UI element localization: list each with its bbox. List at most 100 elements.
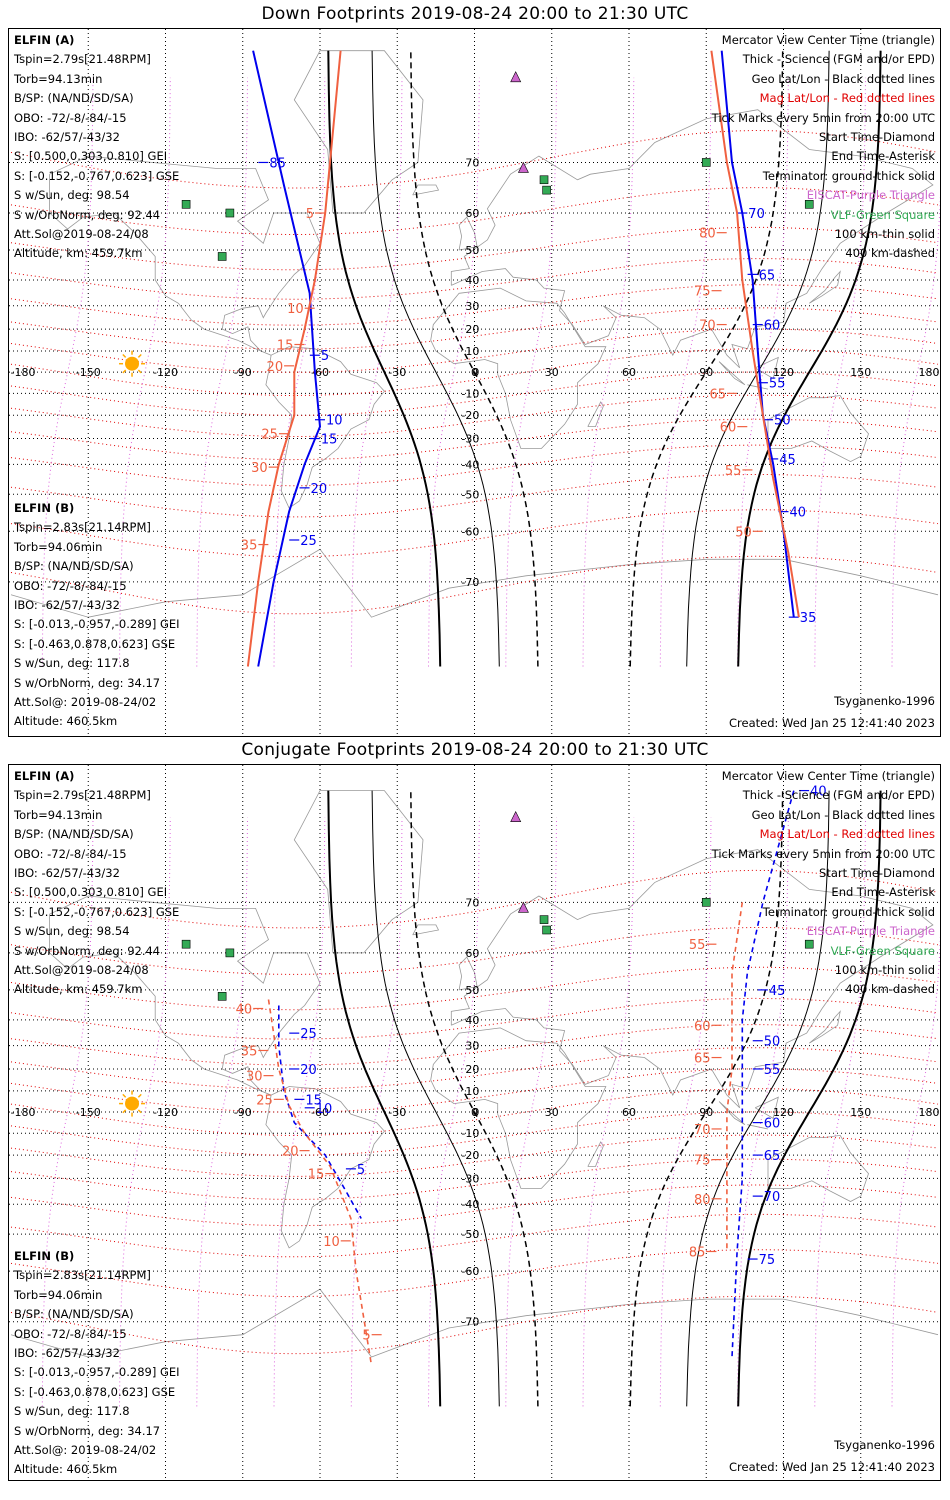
legend-item: Geo Lat/Lon - Black dotted lines <box>751 807 935 822</box>
legend-item: Terminator: ground-thick solid <box>762 904 935 919</box>
tick-label: 20 <box>311 482 328 497</box>
tick-label: 5 <box>321 349 329 364</box>
coastline <box>49 895 321 1096</box>
lat-tick-label: 70 <box>465 156 479 169</box>
legend-item: Thick - Science (FGM and/or EPD) <box>742 788 935 803</box>
mag-meridian <box>814 77 866 667</box>
lat-tick-label: 60 <box>465 207 479 220</box>
info-line: S w/OrbNorm, deg: 34.17 <box>14 675 161 690</box>
mag-parallel <box>10 1134 939 1177</box>
mag-parallel <box>10 1068 939 1113</box>
tick-label: 70 <box>764 1190 781 1205</box>
info-line: S w/OrbNorm, deg: 92.44 <box>14 207 161 222</box>
lat-tick-label: 0 <box>472 366 479 379</box>
tick-label: 35 <box>241 539 258 554</box>
lat-tick-label: -20 <box>461 409 479 422</box>
coastline <box>718 1101 746 1126</box>
lat-tick-label: 30 <box>465 300 479 313</box>
lon-tick-label: 150 <box>850 366 871 379</box>
elfin-b-lines: Tspin=2.83s[21.14RPM] Torb=94.06min B/SP: … <box>14 518 180 731</box>
mag-parallel <box>10 328 939 373</box>
vlf-marker <box>181 200 191 209</box>
lon-tick-label: -120 <box>153 1106 178 1119</box>
mag-parallel <box>10 966 939 1011</box>
lon-tick-label: -90 <box>234 1106 252 1119</box>
lon-tick-label: 60 <box>622 1106 636 1119</box>
info-line: Tspin=2.79s[21.48RPM] <box>14 788 151 803</box>
mag-meridian <box>659 817 712 1407</box>
info-line: S w/OrbNorm, deg: 92.44 <box>14 943 161 958</box>
map-background <box>9 29 940 736</box>
tick-label: 30 <box>246 1070 263 1085</box>
terminator-100km-east <box>686 790 830 1407</box>
mag-meridian <box>737 817 789 1407</box>
mag-parallel <box>10 348 939 397</box>
footprint-track <box>277 1005 362 1219</box>
coastline <box>754 1096 779 1120</box>
lon-tick-label: -30 <box>388 1106 406 1119</box>
tick-label: 60 <box>694 1019 711 1034</box>
tick-label: 15 <box>277 339 294 354</box>
sun-ray <box>122 369 127 374</box>
tick-label: 50 <box>774 414 791 429</box>
coastline <box>293 790 424 954</box>
info-line: Altitude: 460.5km <box>14 1462 118 1477</box>
sun-icon <box>125 1096 140 1111</box>
tick-label: 80 <box>699 227 716 242</box>
mag-parallel <box>10 129 939 189</box>
tick-label: 65 <box>709 387 726 402</box>
tick-label: 40 <box>236 1002 253 1017</box>
elfin-a-info-conjugate: ELFIN (A) Tspin=2.79s[21.48RPM] Torb=94.1… <box>14 767 179 1000</box>
mag-parallel <box>10 226 939 271</box>
legend-item: Thick - Science (FGM and/or EPD) <box>742 52 935 67</box>
mag-meridian <box>350 817 403 1407</box>
lon-tick-label: -180 <box>11 1106 36 1119</box>
tick-label: 15 <box>305 1093 322 1108</box>
vlf-marker <box>701 898 711 907</box>
legend-item: 100 km-thin solid <box>834 227 935 242</box>
vlf-marker <box>225 948 235 958</box>
eiscat-marker <box>517 161 529 173</box>
mag-parallel <box>10 258 939 300</box>
info-line: Att.Sol@: 2019-08-24/02 <box>14 1443 157 1458</box>
lon-tick-label: 180 <box>919 366 940 379</box>
mag-meridian <box>891 194 940 667</box>
footprint-track <box>267 999 373 1366</box>
legend-item: Tick Marks every 5min from 20:00 UTC <box>711 846 935 861</box>
elfin-b-header: ELFIN (B) <box>14 1249 75 1263</box>
info-line: Att.Sol@2019-08-24/08 <box>14 227 149 242</box>
footprint-track <box>710 50 800 618</box>
mag-meridian <box>119 77 171 667</box>
model-label: Tsyganenko-1996 <box>834 694 935 708</box>
mag-meridian <box>505 77 557 667</box>
mag-meridian <box>659 77 712 667</box>
tick-label: 45 <box>779 453 796 468</box>
mag-parallel <box>10 555 939 615</box>
lon-tick-label: 150 <box>850 1106 871 1119</box>
lat-tick-label: -50 <box>461 488 479 501</box>
created-label: Created: Wed Jan 25 12:41:40 2023 <box>728 716 935 730</box>
mag-meridian <box>196 77 248 667</box>
legend-item: Geo Lat/Lon - Black dotted lines <box>751 71 935 86</box>
mag-meridian <box>891 934 940 1407</box>
coastline <box>412 184 440 196</box>
lat-tick-label: -30 <box>461 1172 479 1185</box>
legend-item: Start Time-Diamond <box>819 866 935 881</box>
lat-tick-label: 10 <box>465 345 479 358</box>
lat-tick-label: 20 <box>465 1063 479 1076</box>
info-line: S w/Sun, deg: 98.54 <box>14 188 130 203</box>
tick-label: 65 <box>759 268 776 283</box>
legend-item: Mag Lat/Lon - Red dotted lines <box>759 91 935 106</box>
mag-parallel <box>10 187 939 235</box>
coastline <box>718 361 746 386</box>
mag-parallel <box>10 284 939 326</box>
tick-label: 40 <box>810 785 827 800</box>
vlf-marker <box>225 208 235 218</box>
info-line: B/SP: (NA/ND/SD/SA) <box>14 827 134 842</box>
info-line: Altitude, km: 459.7km <box>14 246 143 261</box>
tick-label: 5 <box>357 1163 365 1178</box>
info-line: Att.Sol@: 2019-08-24/02 <box>14 695 157 710</box>
tick-label: 55 <box>725 464 742 479</box>
legend-item: 400 km-dashed <box>845 246 935 261</box>
tick-label: 25 <box>261 428 278 443</box>
